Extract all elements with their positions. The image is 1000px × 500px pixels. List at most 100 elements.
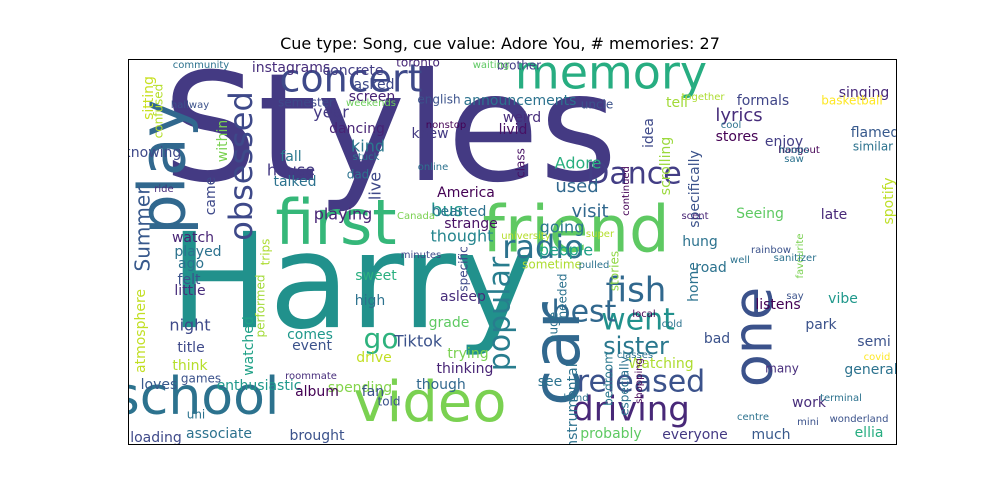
cloud-word-basketball: basketball <box>821 94 882 108</box>
cloud-word-dancing: dancing <box>329 121 385 137</box>
cloud-word-bus: bus <box>431 200 463 221</box>
cloud-word-minutes: minutes <box>401 250 441 261</box>
cloud-word-roommate: roommate <box>285 371 337 382</box>
cloud-word-lyrics: lyrics <box>715 105 762 126</box>
cloud-word-best: best <box>552 295 617 330</box>
cloud-word-home: home <box>686 262 702 302</box>
cloud-word-people: people <box>539 241 593 260</box>
cloud-word-specifically: specifically <box>687 150 703 228</box>
cloud-word-stuck: stuck <box>353 152 380 163</box>
cloud-word-huge: huge <box>547 312 561 342</box>
cloud-word-strange: strange <box>444 216 498 232</box>
cloud-word-memory: memory <box>515 60 707 100</box>
cloud-word-comes: comes <box>287 327 333 343</box>
cloud-word-trying: trying <box>447 346 488 362</box>
cloud-word-scrolling: scrolling <box>658 137 674 195</box>
cloud-word-canada: Canada <box>397 211 435 222</box>
cloud-word-class: class <box>514 148 528 178</box>
cloud-word-drive: drive <box>356 350 391 366</box>
cloud-word-cold: cold <box>662 319 683 330</box>
cloud-word-terminal: terminal <box>820 393 862 404</box>
cloud-word-title: title <box>177 340 204 356</box>
cloud-word-probably: probably <box>580 426 641 442</box>
cloud-word-instagrams: instagrams <box>252 60 330 76</box>
cloud-word-summer: Summer <box>131 186 155 272</box>
cloud-word-tiktok: Tiktok <box>393 332 443 351</box>
cloud-word-brother: brother <box>497 60 541 73</box>
chart-title: Cue type: Song, cue value: Adore You, # … <box>280 34 720 53</box>
cloud-word-grade: grade <box>429 315 470 331</box>
cloud-word-used: used <box>555 176 598 197</box>
cloud-word-listens: listens <box>755 297 800 313</box>
cloud-word-needed: needed <box>556 274 570 319</box>
cloud-word-knew: knew <box>411 126 448 142</box>
cloud-word-friend: friend <box>482 194 669 268</box>
cloud-word-pulled: pulled <box>579 260 610 271</box>
cloud-word-games: games <box>181 372 221 386</box>
cloud-word-uni: uni <box>187 408 206 422</box>
cloud-word-stores: stores <box>716 129 759 145</box>
cloud-word-harry: Harry <box>170 205 534 359</box>
cloud-word-talked: talked <box>273 174 316 190</box>
cloud-word-obsessed: obsessed <box>222 91 260 241</box>
cloud-word-asked: asked <box>354 77 395 93</box>
cloud-word-sweet: sweet <box>355 268 397 284</box>
cloud-word-stories: stories <box>608 251 622 291</box>
cloud-word-watched: watched <box>241 316 257 376</box>
cloud-word-play: play <box>129 99 201 235</box>
cloud-word-bad: bad <box>704 331 730 347</box>
cloud-word-especially: especially <box>618 356 632 416</box>
cloud-word-hangout: hangout <box>778 145 820 156</box>
cloud-word-styles: Styles <box>163 60 618 216</box>
cloud-word-semi: semi <box>857 334 890 350</box>
cloud-word-say: say <box>786 291 803 302</box>
cloud-word-flamed: flamed <box>851 125 896 141</box>
cloud-word-park: park <box>805 317 837 333</box>
cloud-word-hoops: hoops <box>779 145 809 156</box>
cloud-word-continued: continued <box>621 166 632 216</box>
cloud-word-watch: watch <box>172 230 214 246</box>
cloud-word-favourite: favourite <box>795 234 806 279</box>
cloud-word-went: went <box>601 303 675 338</box>
cloud-word-loves: loves <box>141 377 178 393</box>
cloud-word-watching: Watching <box>628 356 693 372</box>
cloud-word-covid: covid <box>864 352 891 363</box>
cloud-word-popular: popular <box>483 256 518 371</box>
cloud-word-little: little <box>174 283 205 299</box>
cloud-word-night: night <box>169 316 210 335</box>
cloud-word-road: road <box>695 260 726 276</box>
cloud-word-together: together <box>681 92 725 103</box>
cloud-word-ago: ago <box>178 256 204 272</box>
cloud-word-spending: spending <box>328 380 392 396</box>
cloud-word-local: local <box>632 309 655 320</box>
cloud-word-hearted: hearted <box>432 204 487 220</box>
cloud-word-wonderland: wonderland <box>830 414 889 425</box>
cloud-word-high: high <box>355 293 386 309</box>
cloud-word-sometime: sometime <box>522 258 582 272</box>
cloud-word-one: one <box>722 287 785 388</box>
cloud-word-confused: confused <box>152 84 166 139</box>
cloud-word-released: released <box>577 365 705 400</box>
cloud-word-singing: singing <box>839 85 890 101</box>
cloud-word-rainbow: rainbow <box>751 245 791 256</box>
cloud-word-performed: performed <box>254 275 268 338</box>
cloud-word-ride: ride <box>154 184 173 195</box>
cloud-word-within: within <box>215 120 231 162</box>
cloud-word-though: though <box>416 377 466 393</box>
cloud-word-radio: radio <box>502 228 584 266</box>
cloud-word-live: live <box>366 172 385 200</box>
cloud-word-university: university <box>501 231 551 242</box>
cloud-word-trips: trips <box>259 239 273 266</box>
cloud-word-video: video <box>354 370 507 435</box>
cloud-word-knowing: knowing <box>129 145 181 161</box>
cloud-word-concrete: concrete <box>323 63 384 79</box>
cloud-word-community: community <box>173 60 229 71</box>
cloud-word-online: online <box>418 162 449 173</box>
cloud-word-thought: thought <box>431 227 494 246</box>
cloud-word-scent: scent <box>681 211 708 222</box>
cloud-word-toronto: toronto <box>396 60 440 70</box>
cloud-word-english: english <box>417 93 460 107</box>
cloud-word-dad: dad <box>347 168 370 182</box>
cloud-word-hung: hung <box>682 234 718 250</box>
cloud-word-work: work <box>792 395 827 411</box>
